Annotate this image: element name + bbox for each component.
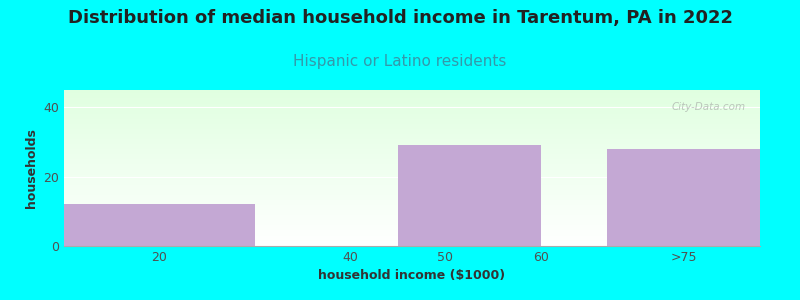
X-axis label: household income ($1000): household income ($1000) <box>318 269 506 282</box>
Text: City-Data.com: City-Data.com <box>672 103 746 112</box>
Bar <box>64 204 254 246</box>
Text: Hispanic or Latino residents: Hispanic or Latino residents <box>294 54 506 69</box>
Y-axis label: households: households <box>25 128 38 208</box>
Text: Distribution of median household income in Tarentum, PA in 2022: Distribution of median household income … <box>67 9 733 27</box>
Bar <box>607 149 760 246</box>
Bar <box>398 146 541 246</box>
